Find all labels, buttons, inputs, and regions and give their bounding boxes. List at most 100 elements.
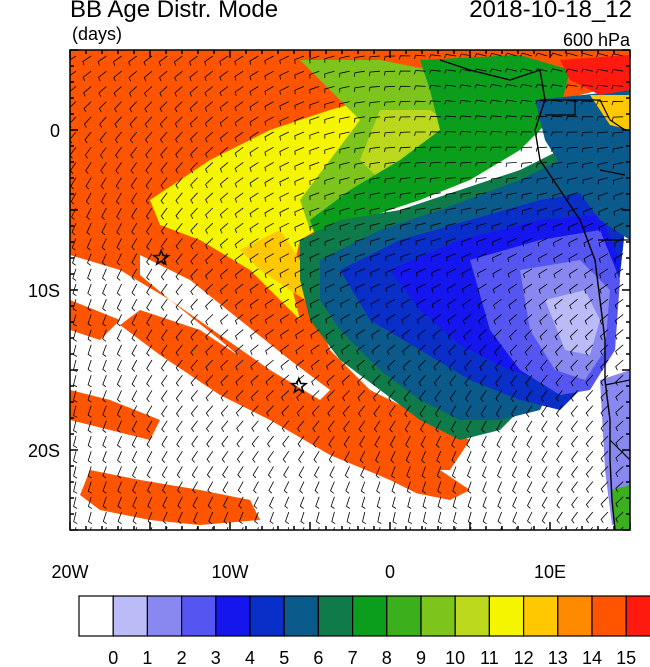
wind-barb [489, 131, 502, 136]
wind-barb [220, 359, 229, 371]
wind-barb [553, 283, 563, 294]
wind-barb [526, 420, 533, 433]
wind-barb [191, 435, 198, 448]
wind-barb [205, 329, 214, 341]
wind-barb [234, 207, 244, 218]
wind-barb [507, 268, 518, 278]
wind-barb [324, 146, 335, 154]
wind-barb [250, 405, 259, 417]
wind-barb [357, 390, 366, 402]
wind-barb [146, 405, 153, 418]
wind-barb [204, 131, 214, 143]
wind-barb [431, 283, 441, 293]
wind-barb [206, 435, 214, 448]
wind-barb [569, 329, 578, 341]
wind-barb [482, 496, 487, 509]
wind-barb [599, 314, 609, 325]
wind-barb [116, 207, 122, 220]
wind-barb [581, 131, 593, 137]
wind-barb [384, 162, 396, 168]
wind-barb [190, 420, 198, 433]
wind-barb [596, 116, 609, 121]
wind-barb [444, 146, 456, 152]
wind-barb [584, 314, 594, 325]
wind-barb [113, 86, 122, 97]
wind-barb [613, 207, 624, 216]
wind-barb [481, 451, 487, 464]
wind-barb [493, 298, 502, 310]
wind-barb [190, 329, 198, 341]
wind-barb [205, 283, 214, 295]
wind-barb [130, 162, 138, 174]
wind-barb [541, 435, 548, 448]
wind-barb [147, 496, 153, 509]
wind-barb [598, 222, 609, 232]
wind-barb [341, 374, 350, 386]
wind-barb [495, 390, 502, 402]
wind-barb [311, 374, 320, 386]
wind-barb [506, 222, 517, 231]
wind-barb [414, 146, 426, 152]
age-13-region [590, 95, 630, 130]
wind-barb [281, 420, 290, 432]
wind-barb [611, 69, 624, 74]
wind-barb [223, 511, 229, 525]
wind-barb [343, 420, 350, 433]
wind-barb [506, 207, 517, 215]
wind-barb [551, 162, 563, 168]
wind-barb [526, 451, 533, 463]
wind-barb [131, 329, 138, 342]
wind-barb [252, 466, 259, 479]
wind-barb [234, 222, 244, 234]
wind-barb [325, 298, 335, 308]
wind-barb [234, 253, 244, 264]
wind-barb [541, 481, 548, 494]
wind-barb [475, 192, 487, 199]
wind-barb [537, 222, 548, 231]
wind-barb [175, 162, 183, 174]
wind-barb [358, 420, 366, 433]
wind-barb [160, 390, 168, 402]
wind-barb [116, 299, 122, 312]
wind-barb [221, 420, 229, 433]
wind-barb [70, 86, 77, 97]
wind-barb [506, 192, 517, 199]
wind-barb [175, 344, 183, 357]
wind-barb [222, 466, 229, 479]
wind-barb [249, 268, 259, 279]
wind-barb [264, 177, 274, 187]
wind-barb [312, 420, 320, 433]
wind-barb [585, 359, 594, 371]
wind-barb [223, 496, 229, 509]
wind-barb [327, 405, 335, 417]
wind-barb [206, 466, 214, 479]
wind-barb [525, 374, 533, 387]
wind-barb [294, 70, 305, 80]
wind-barb [567, 177, 578, 184]
wind-barb [101, 253, 107, 266]
wind-barb [264, 207, 274, 217]
wind-barb [281, 405, 290, 417]
wind-barb [421, 466, 426, 479]
wind-barb [430, 192, 441, 199]
wind-barb [491, 192, 502, 199]
wind-barb [324, 222, 335, 231]
wind-barb [444, 100, 457, 105]
colorbar-label: 5 [279, 648, 289, 667]
wind-barb [387, 374, 396, 387]
wind-barb [536, 162, 548, 168]
wind-barb [482, 466, 487, 479]
wind-barb [128, 70, 138, 82]
wind-barb [582, 162, 593, 169]
wind-barb [614, 314, 624, 325]
wind-barb [429, 177, 441, 183]
wind-barb [279, 314, 290, 324]
wind-barb [249, 298, 259, 309]
wind-barb [613, 177, 624, 185]
wind-barb [523, 298, 533, 310]
wind-barb [86, 223, 92, 236]
wind-barb [580, 84, 593, 89]
wind-barb [479, 359, 487, 372]
wind-barb [520, 162, 533, 168]
wind-barb [234, 238, 244, 249]
